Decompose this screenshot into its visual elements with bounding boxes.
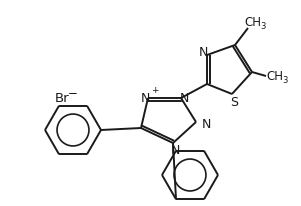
Text: CH: CH: [244, 15, 261, 28]
Text: 3: 3: [282, 76, 287, 84]
Text: Br: Br: [55, 91, 70, 104]
Text: −: −: [68, 87, 78, 99]
Text: N: N: [140, 91, 150, 104]
Text: N: N: [179, 91, 189, 104]
Text: S: S: [230, 96, 238, 109]
Text: CH: CH: [266, 69, 283, 82]
Text: N: N: [201, 117, 211, 130]
Text: 3: 3: [260, 21, 265, 30]
Text: N: N: [198, 46, 208, 59]
Text: N: N: [170, 144, 180, 158]
Text: +: +: [151, 85, 159, 95]
